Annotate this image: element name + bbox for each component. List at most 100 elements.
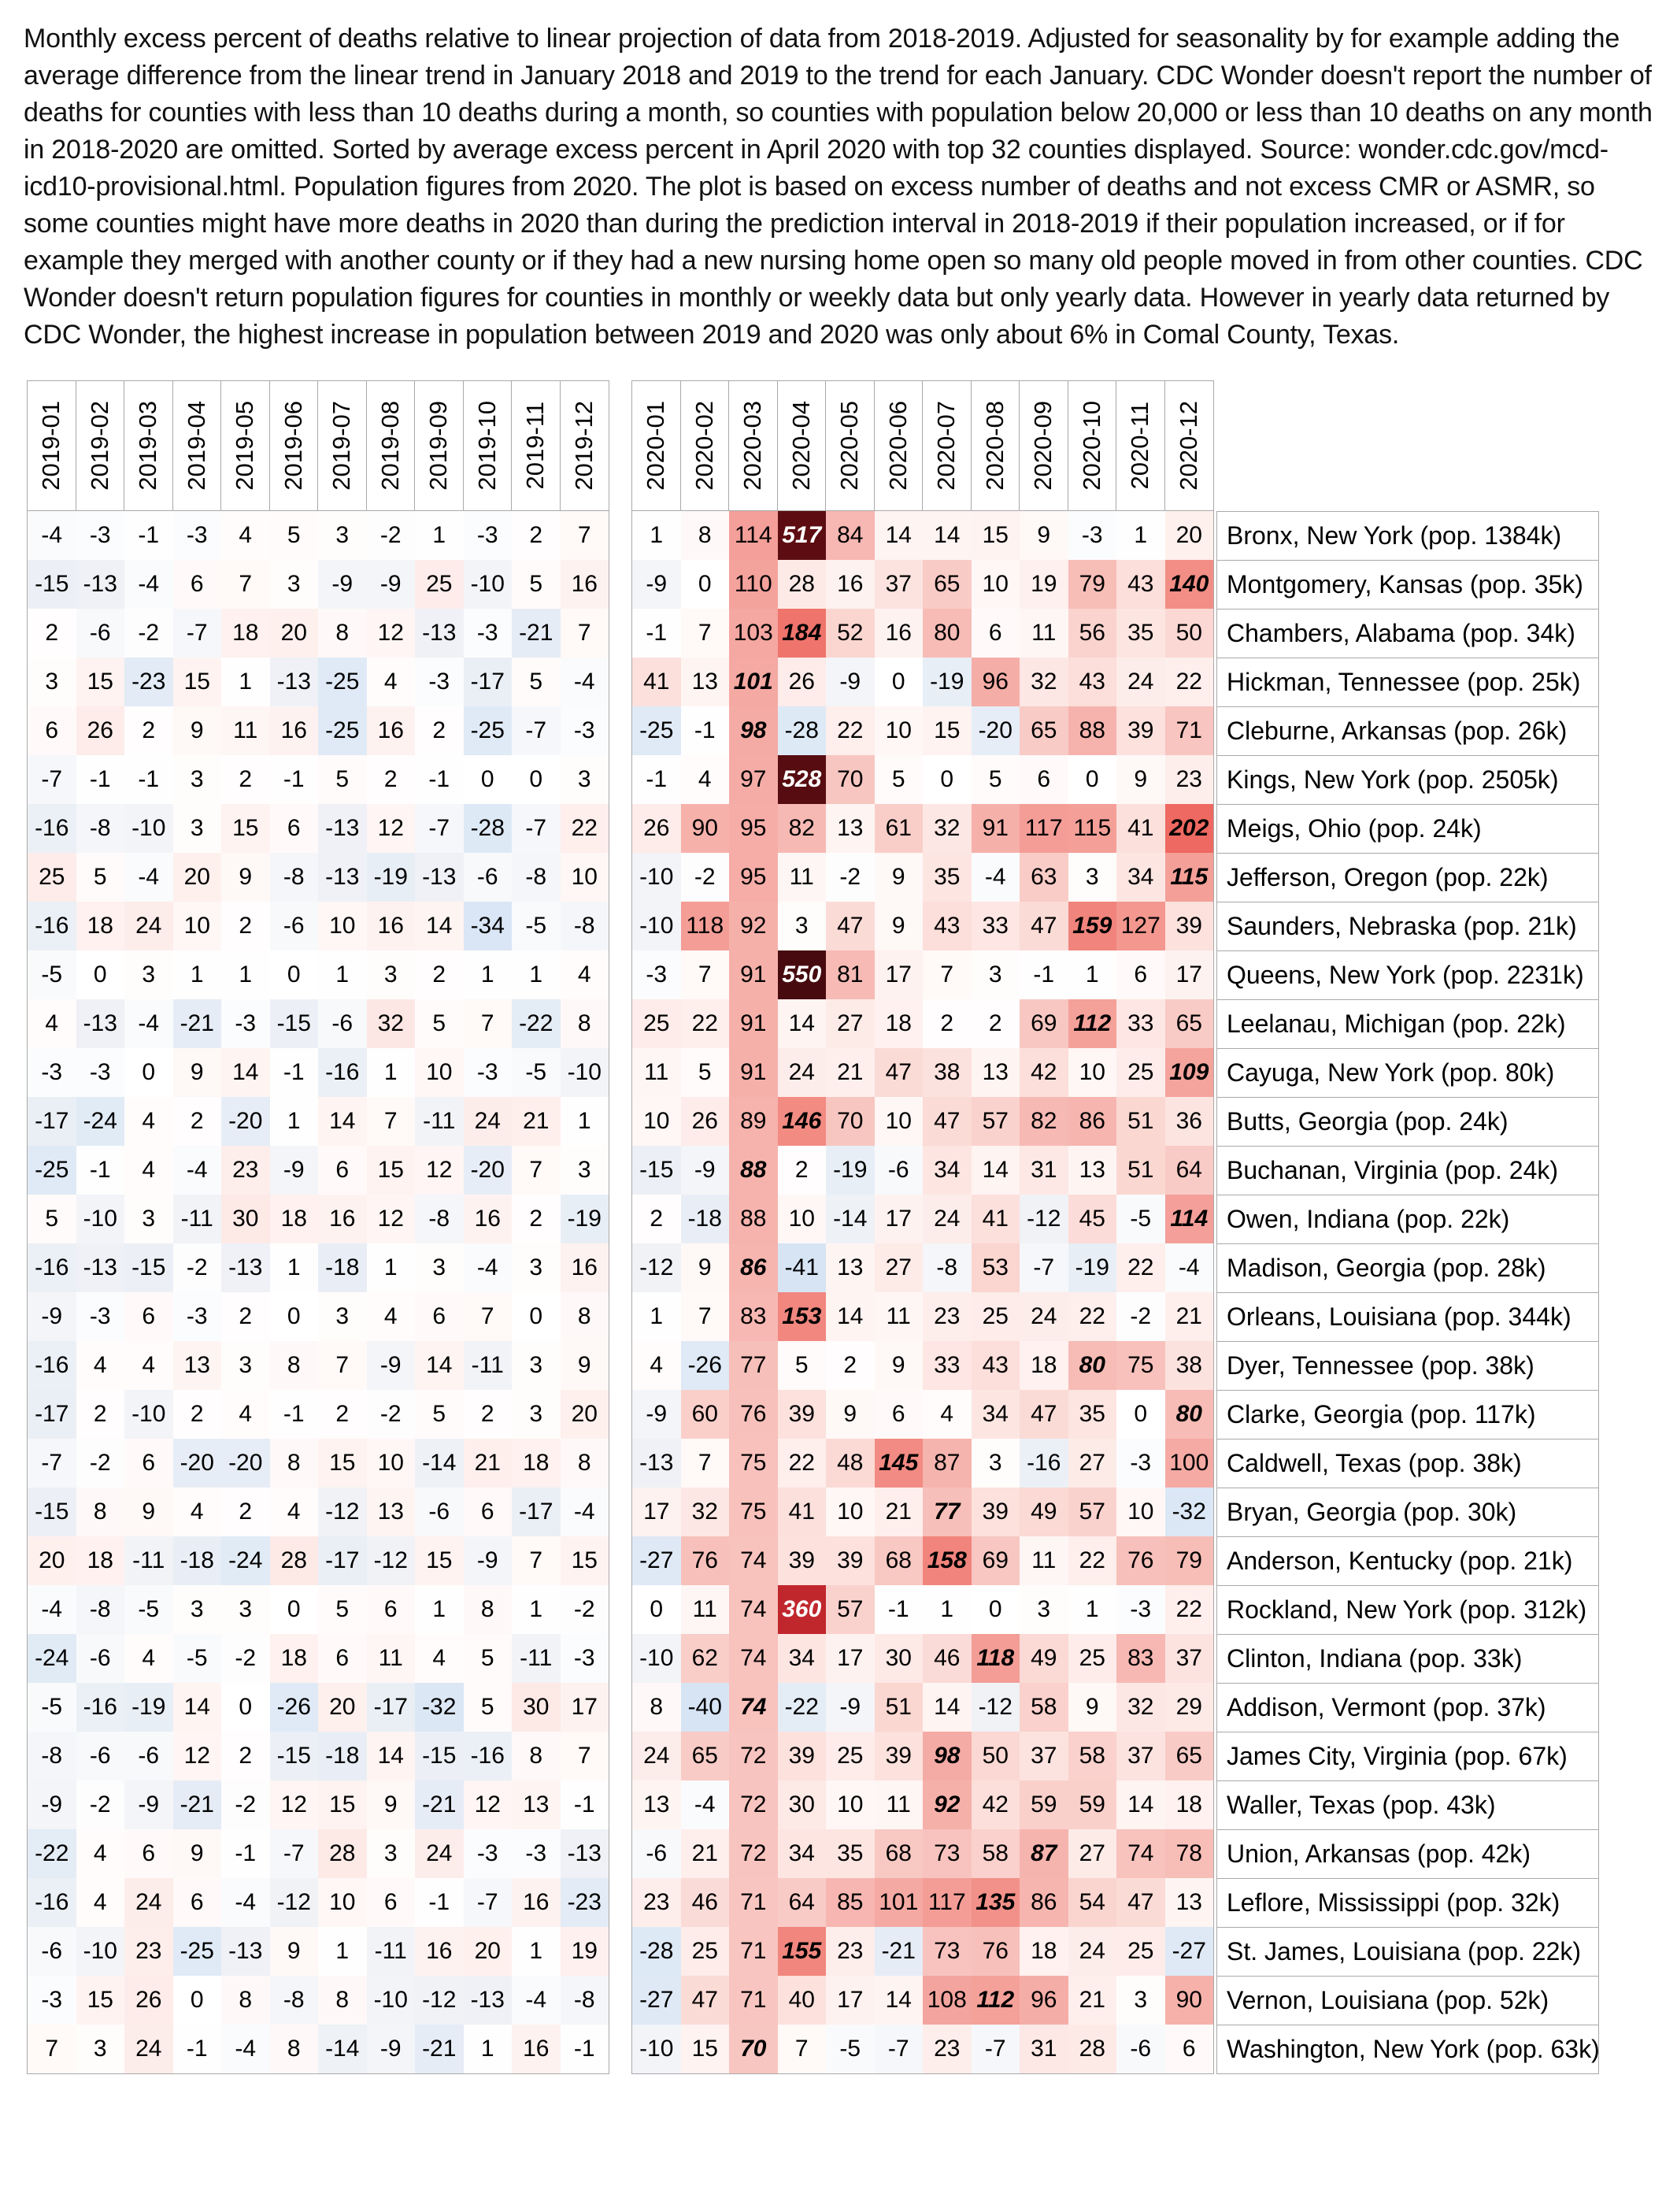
heatmap-cell: -25: [172, 1927, 221, 1976]
heatmap-cell: 0: [124, 1048, 173, 1097]
heatmap-cell: 7: [560, 511, 609, 560]
heatmap-cell: 1: [512, 1585, 561, 1634]
heatmap-cell: 13: [172, 1341, 221, 1390]
heatmap-cell: -5: [512, 1048, 561, 1097]
county-label: Caldwell, Texas (pop. 38k): [1216, 1439, 1599, 1488]
heatmap-cell: 42: [1020, 1048, 1068, 1097]
heatmap-cell: 6: [172, 560, 221, 609]
heatmap-cell: -1: [680, 706, 729, 755]
heatmap-cell: 28: [1068, 2025, 1116, 2073]
heatmap-cell: 127: [1116, 902, 1165, 950]
heatmap-row: 4 -26 77 5 2 9 33 43 18 80 75 38: [632, 1341, 1213, 1390]
heatmap-cell: -6: [632, 1829, 681, 1878]
heatmap-cell: 21: [680, 1829, 729, 1878]
heatmap-cell: -4: [560, 658, 609, 706]
heatmap-cell: 4: [221, 511, 270, 560]
heatmap-cell: -6: [124, 1732, 173, 1780]
heatmap-cell: 64: [777, 1878, 826, 1927]
heatmap-cell: 9: [680, 1243, 729, 1292]
county-label: Anderson, Kentucky (pop. 21k): [1216, 1537, 1599, 1586]
heatmap-cell: -10: [124, 1390, 173, 1439]
heatmap-cell: 10: [366, 1439, 415, 1488]
heatmap-cell: 22: [1068, 1536, 1116, 1585]
heatmap-cell: -25: [632, 706, 681, 755]
heatmap-cell: -15: [632, 1146, 681, 1195]
heatmap-cell: -7: [512, 706, 561, 755]
county-label: Chambers, Alabama (pop. 34k): [1216, 610, 1599, 658]
heatmap-cell: -17: [318, 1536, 367, 1585]
heatmap-cell: 15: [76, 658, 124, 706]
heatmap-row: -16 -8 -10 3 15 6 -13 12 -7 -28 -7 22: [28, 804, 609, 853]
heatmap-2020-block: 2020-01 2020-02 2020-03 2020-04 2020-05 2020-…: [631, 380, 1214, 2074]
heatmap-cell: -6: [874, 1146, 923, 1195]
heatmap-cell: 9: [124, 1488, 173, 1536]
heatmap-cell: 24: [923, 1195, 972, 1243]
heatmap-cell: 30: [512, 1683, 561, 1732]
heatmap-cell: -3: [76, 1292, 124, 1341]
month-header: 2019-09: [415, 381, 464, 510]
heatmap-row: 20 18 -11 -18 -24 28 -17 -12 15 -9 7 15: [28, 1536, 609, 1585]
heatmap-cell: 550: [777, 950, 826, 999]
heatmap-row: -5 0 3 1 1 0 1 3 2 1 1 4: [28, 950, 609, 999]
heatmap-cell: 48: [826, 1439, 875, 1488]
heatmap-cell: 87: [1020, 1829, 1068, 1878]
heatmap-row: -6 21 72 34 35 68 73 58 87 27 74 78: [632, 1829, 1213, 1878]
heatmap-row: -4 -8 -5 3 3 0 5 6 1 8 1 -2: [28, 1585, 609, 1634]
heatmap-cell: 4: [366, 658, 415, 706]
heatmap-cell: 2: [512, 1195, 561, 1243]
heatmap-cell: 32: [366, 999, 415, 1048]
heatmap-cell: 26: [632, 804, 681, 853]
heatmap-cell: -1: [415, 755, 464, 804]
heatmap-cell: 21: [463, 1439, 512, 1488]
heatmap-cell: 22: [560, 804, 609, 853]
heatmap-cell: 46: [680, 1878, 729, 1927]
heatmap-cell: 2: [632, 1195, 681, 1243]
heatmap-cell: 47: [874, 1048, 923, 1097]
month-header-label: 2020-02: [690, 401, 718, 491]
heatmap-row: -9 -2 -9 -21 -2 12 15 9 -21 12 13 -1: [28, 1780, 609, 1829]
heatmap-cell: 117: [1020, 804, 1068, 853]
heatmap-cell: -27: [1164, 1927, 1213, 1976]
heatmap-cell: -6: [76, 1732, 124, 1780]
month-header: 2019-06: [270, 381, 318, 510]
heatmap-cell: 28: [269, 1536, 318, 1585]
heatmap-cell: 23: [221, 1146, 270, 1195]
heatmap-cell: 5: [777, 1341, 826, 1390]
heatmap-cell: 39: [1164, 902, 1213, 950]
heatmap-cell: 14: [221, 1048, 270, 1097]
heatmap-cell: -3: [463, 511, 512, 560]
heatmap-cell: -10: [76, 1195, 124, 1243]
heatmap-cell: -4: [463, 1243, 512, 1292]
heatmap-cell: 20: [463, 1927, 512, 1976]
heatmap-cell: 14: [777, 999, 826, 1048]
county-label: Bryan, Georgia (pop. 30k): [1216, 1488, 1599, 1537]
heatmap-cell: 10: [172, 902, 221, 950]
heatmap-cell: -2: [1116, 1292, 1165, 1341]
heatmap-cell: -3: [1116, 1439, 1165, 1488]
heatmap-cell: 59: [1020, 1780, 1068, 1829]
heatmap-cell: 30: [874, 1634, 923, 1683]
heatmap-cell: 9: [221, 853, 270, 902]
heatmap-cell: -24: [28, 1634, 76, 1683]
heatmap-cell: 7: [923, 950, 972, 999]
heatmap-cell: 37: [1164, 1634, 1213, 1683]
heatmap-cell: 17: [826, 1634, 875, 1683]
heatmap-cell: 16: [318, 1195, 367, 1243]
heatmap-cell: -3: [28, 1048, 76, 1097]
heatmap-cell: 18: [76, 1536, 124, 1585]
heatmap-row: -28 25 71 155 23 -21 73 76 18 24 25 -27: [632, 1927, 1213, 1976]
heatmap-cell: -4: [28, 511, 76, 560]
heatmap-cell: 51: [874, 1683, 923, 1732]
heatmap-cell: 34: [971, 1390, 1020, 1439]
heatmap-cell: 24: [1020, 1292, 1068, 1341]
heatmap-cell: 2: [221, 1488, 270, 1536]
heatmap-cell: 58: [1068, 1732, 1116, 1780]
heatmap-cell: 70: [826, 1097, 875, 1146]
heatmap-cell: 54: [1068, 1878, 1116, 1927]
county-label: Clarke, Georgia (pop. 117k): [1216, 1391, 1599, 1439]
heatmap-cell: -4: [512, 1976, 561, 2025]
heatmap-cell: 6: [124, 1439, 173, 1488]
heatmap-cell: 58: [971, 1829, 1020, 1878]
heatmap-cell: 23: [1164, 755, 1213, 804]
heatmap-cell: -14: [415, 1439, 464, 1488]
